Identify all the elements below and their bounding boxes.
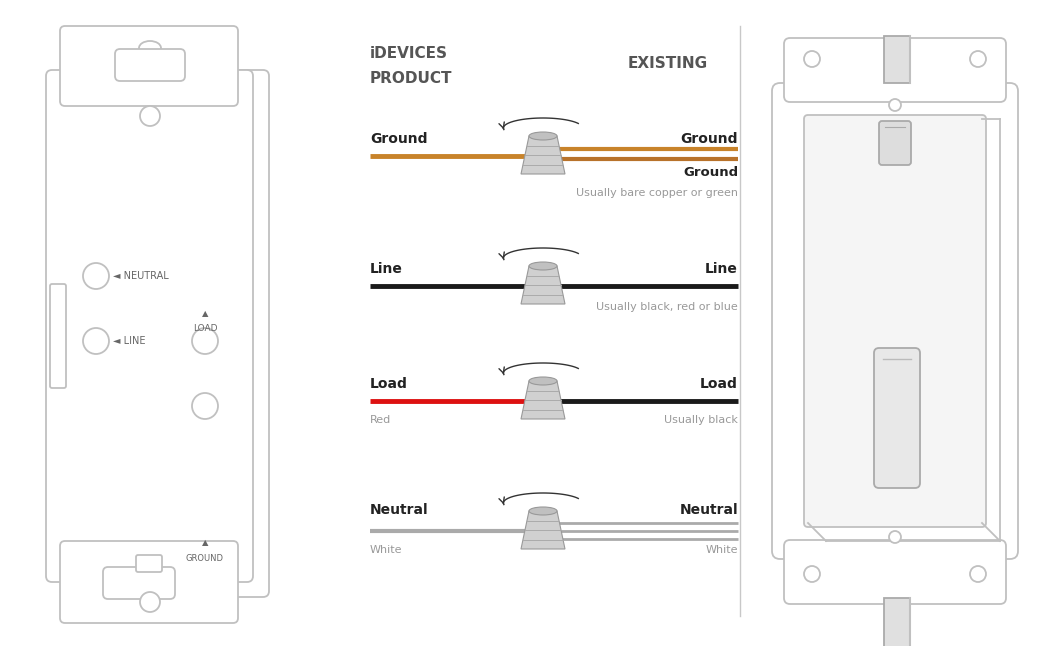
Polygon shape	[521, 511, 565, 549]
FancyBboxPatch shape	[784, 38, 1006, 102]
Polygon shape	[521, 381, 565, 419]
Circle shape	[804, 51, 820, 67]
FancyBboxPatch shape	[103, 567, 175, 599]
Text: Neutral: Neutral	[370, 503, 429, 517]
FancyBboxPatch shape	[60, 541, 238, 623]
FancyBboxPatch shape	[784, 540, 1006, 604]
Text: Ground: Ground	[370, 132, 428, 146]
Text: ▲: ▲	[202, 538, 209, 547]
Circle shape	[889, 99, 901, 111]
Text: Usually black: Usually black	[664, 415, 738, 425]
Text: Red: Red	[370, 415, 391, 425]
Text: ◄ LINE: ◄ LINE	[113, 336, 146, 346]
Text: White: White	[705, 545, 738, 555]
Text: Line: Line	[705, 262, 738, 276]
Ellipse shape	[529, 377, 556, 385]
Circle shape	[83, 263, 109, 289]
FancyBboxPatch shape	[874, 348, 920, 488]
Text: GROUND: GROUND	[185, 554, 224, 563]
Circle shape	[140, 106, 160, 126]
Text: Neutral: Neutral	[679, 503, 738, 517]
FancyBboxPatch shape	[879, 121, 911, 165]
Circle shape	[192, 393, 218, 419]
FancyBboxPatch shape	[50, 284, 66, 388]
Ellipse shape	[529, 507, 556, 515]
Text: EXISTING: EXISTING	[628, 56, 708, 71]
FancyBboxPatch shape	[115, 49, 185, 81]
Circle shape	[192, 328, 218, 354]
Text: iDEVICES: iDEVICES	[370, 46, 447, 61]
FancyBboxPatch shape	[772, 83, 1018, 559]
Text: Usually bare copper or green: Usually bare copper or green	[576, 188, 738, 198]
FancyBboxPatch shape	[46, 70, 253, 582]
Text: Load: Load	[370, 377, 408, 391]
Circle shape	[804, 566, 820, 582]
Circle shape	[970, 566, 986, 582]
Circle shape	[140, 592, 160, 612]
Polygon shape	[885, 598, 910, 646]
Polygon shape	[885, 36, 910, 83]
Ellipse shape	[529, 262, 556, 270]
Text: Ground: Ground	[680, 132, 738, 146]
Text: ▲: ▲	[202, 309, 209, 318]
FancyBboxPatch shape	[60, 26, 238, 106]
Circle shape	[970, 51, 986, 67]
FancyBboxPatch shape	[804, 115, 986, 527]
Circle shape	[83, 328, 109, 354]
Text: White: White	[370, 545, 402, 555]
FancyBboxPatch shape	[62, 70, 269, 597]
FancyBboxPatch shape	[136, 555, 162, 572]
Text: PRODUCT: PRODUCT	[370, 71, 453, 86]
Ellipse shape	[139, 41, 161, 55]
Text: Load: Load	[700, 377, 738, 391]
Circle shape	[889, 531, 901, 543]
Text: Line: Line	[370, 262, 402, 276]
Polygon shape	[521, 136, 565, 174]
Ellipse shape	[529, 132, 556, 140]
Text: LOAD: LOAD	[193, 324, 217, 333]
Text: Ground: Ground	[683, 166, 738, 179]
Text: Usually black, red or blue: Usually black, red or blue	[596, 302, 738, 312]
Text: ◄ NEUTRAL: ◄ NEUTRAL	[113, 271, 169, 281]
Polygon shape	[521, 266, 565, 304]
